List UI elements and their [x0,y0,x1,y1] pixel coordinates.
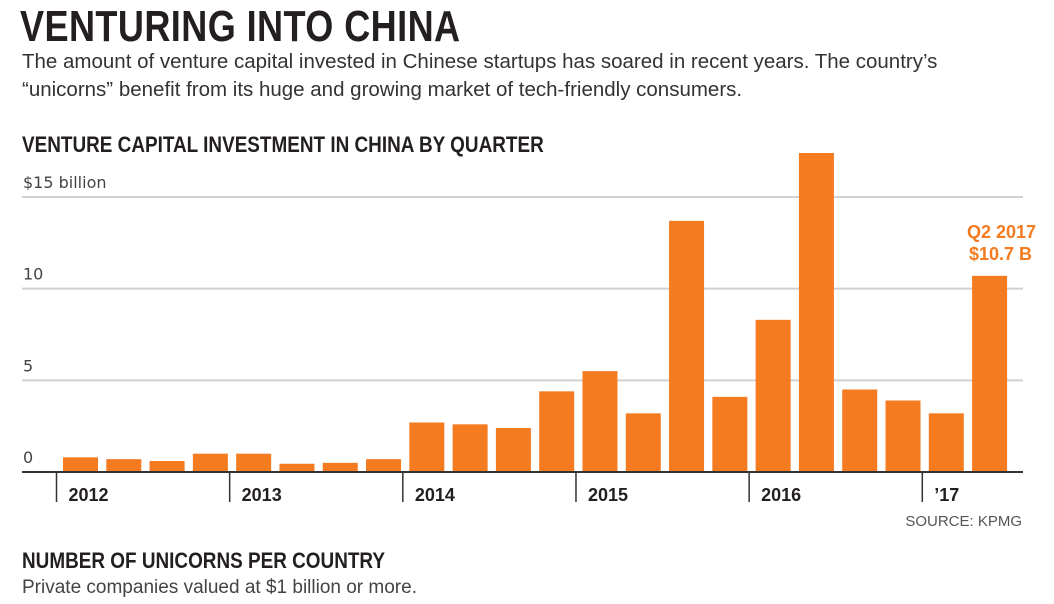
subtitle-line-1: The amount of venture capital invested i… [22,50,938,73]
y-tick-label: 5 [23,356,33,375]
year-label: 2013 [242,485,282,505]
bar-q4-2012 [192,453,228,472]
bar-q2-2013 [279,463,315,472]
y-tick-label: 0 [23,448,33,467]
year-label: ’17 [934,485,959,505]
subtitle-line-2: “unicorns” benefit from its huge and gro… [22,78,743,101]
bar-q1-2016 [755,319,791,472]
year-label: 2016 [761,485,801,505]
section-subtitle-unicorns: Private companies valued at $1 billion o… [22,577,417,598]
y-tick-label: $15 billion [23,173,107,192]
bar-q2-2015 [625,413,661,472]
year-label: 2012 [69,485,109,505]
bar-q2-2012 [106,459,142,472]
bar-q3-2014 [495,428,531,472]
year-label: 2014 [415,485,455,505]
annotation-quarter: Q2 2017 [967,222,1036,242]
bar-q2-2017 [972,275,1008,472]
bar-q2-2016 [798,153,834,472]
bar-q3-2013 [322,462,358,472]
bar-q4-2013 [366,459,402,472]
bar-q2-2014 [452,424,488,472]
bar-q3-2016 [842,389,878,472]
year-label: 2015 [588,485,628,505]
bar-q3-2015 [669,220,705,472]
bar-q1-2012 [63,457,98,472]
bar-q4-2014 [539,391,575,472]
page-title: VENTURING INTO CHINA [20,2,461,51]
bar-q1-2013 [236,453,272,472]
bar-q3-2012 [149,461,185,472]
bar-q4-2015 [712,396,748,472]
bar-q4-2016 [885,400,921,472]
annotation-value: $10.7 B [969,244,1032,264]
bar-q1-2014 [409,422,445,472]
chart-title: VENTURE CAPITAL INVESTMENT IN CHINA BY Q… [22,132,544,157]
y-tick-label: 10 [23,265,43,284]
section-title-unicorns: NUMBER OF UNICORNS PER COUNTRY [22,548,386,573]
bar-q1-2015 [582,371,618,472]
source-note: SOURCE: KPMG [905,513,1022,530]
bar-q1-2017 [928,413,964,472]
